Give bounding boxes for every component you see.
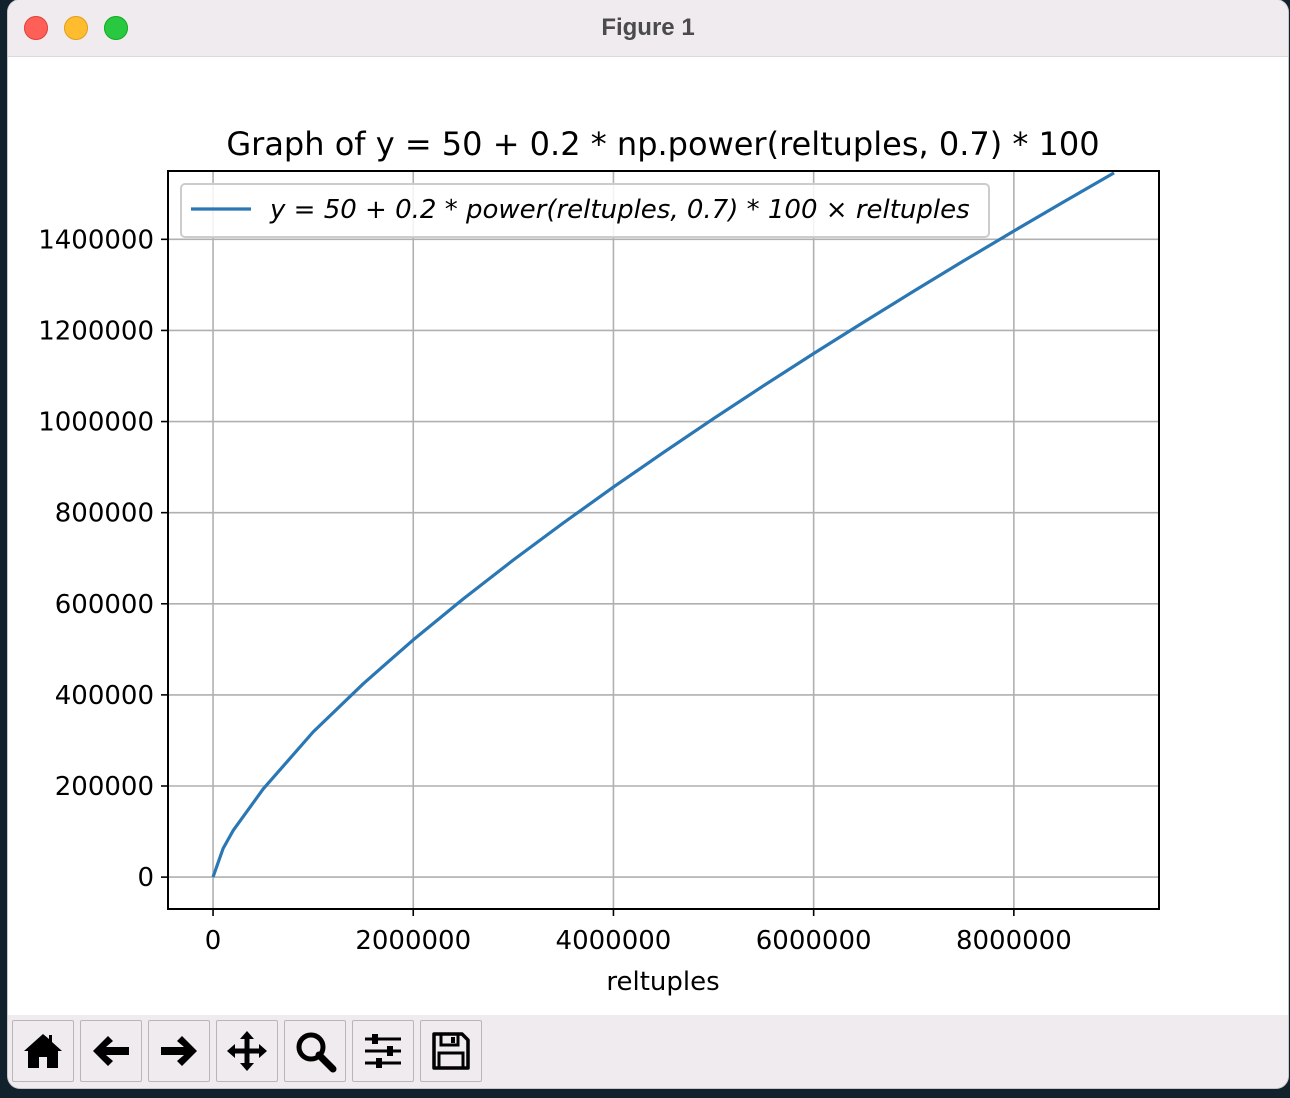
magnifier-icon [296, 1032, 337, 1073]
x-axis-label: reltuples [606, 967, 719, 997]
legend-label: y = 50 + 0.2 * power(reltuples, 0.7) * 1… [269, 195, 970, 225]
y-tick-label: 1000000 [38, 408, 154, 438]
sliders-icon [365, 1034, 401, 1068]
x-axis-ticks: 0 2000000 4000000 6000000 8000000 [205, 909, 1072, 956]
series-line [211, 171, 1115, 878]
title-bar[interactable]: Figure 1 [8, 0, 1288, 57]
chart: Graph of y = 50 + 0.2 * np.power(reltupl… [38, 125, 1160, 997]
y-tick-label: 1400000 [38, 225, 154, 255]
home-button[interactable] [12, 1020, 74, 1082]
zoom-window-button[interactable] [104, 16, 128, 40]
y-tick-label: 600000 [55, 590, 154, 620]
x-tick-label: 0 [205, 926, 222, 956]
plot-frame [167, 170, 1160, 910]
x-tick-label: 6000000 [756, 926, 872, 956]
legend: y = 50 + 0.2 * power(reltuples, 0.7) * 1… [180, 183, 990, 238]
y-tick-label: 1200000 [38, 316, 154, 346]
home-icon [24, 1034, 62, 1068]
y-axis-ticks: 0 200000 400000 600000 800000 1000000 1200000 1… [38, 225, 168, 893]
window-title: Figure 1 [601, 14, 695, 41]
minimize-window-button[interactable] [64, 16, 88, 40]
grid-lines [168, 171, 1159, 909]
close-window-button[interactable] [24, 16, 48, 40]
y-tick-label: 400000 [55, 681, 154, 711]
chart-title: Graph of y = 50 + 0.2 * np.power(reltupl… [226, 125, 1099, 163]
floppy-disk-icon [432, 1032, 470, 1070]
move-icon [227, 1031, 267, 1071]
zoom-button[interactable] [284, 1020, 346, 1082]
y-tick-label: 0 [137, 863, 154, 893]
x-tick-label: 2000000 [355, 926, 471, 956]
pan-button[interactable] [216, 1020, 278, 1082]
arrow-left-icon [93, 1036, 129, 1066]
x-tick-label: 4000000 [556, 926, 672, 956]
x-tick-label: 8000000 [956, 926, 1072, 956]
figure-canvas[interactable]: Graph of y = 50 + 0.2 * np.power(reltupl… [8, 57, 1288, 1015]
legend-box [180, 183, 990, 238]
figure-window: Figure 1 Graph of y = 50 + 0.2 * np.powe… [8, 0, 1288, 1088]
back-button[interactable] [80, 1020, 142, 1082]
arrow-right-icon [161, 1036, 197, 1066]
save-button[interactable] [420, 1020, 482, 1082]
forward-button[interactable] [148, 1020, 210, 1082]
y-tick-label: 800000 [55, 499, 154, 529]
navigation-toolbar [8, 1015, 1288, 1088]
y-tick-label: 200000 [55, 772, 154, 802]
configure-subplots-button[interactable] [352, 1020, 414, 1082]
